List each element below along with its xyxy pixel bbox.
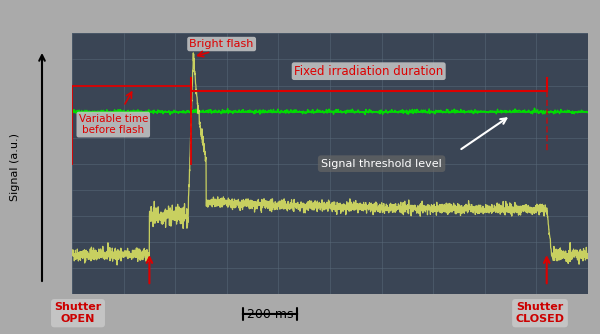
Text: Bright flash: Bright flash <box>190 39 254 49</box>
Text: Fixed irradiation duration: Fixed irradiation duration <box>294 65 443 78</box>
Text: Signal threshold level: Signal threshold level <box>321 159 442 169</box>
Text: Shutter
OPEN: Shutter OPEN <box>55 302 101 324</box>
Text: Variable time
before flash: Variable time before flash <box>79 114 148 135</box>
Text: Signal (a.u.): Signal (a.u.) <box>10 133 20 201</box>
Text: 200 ms: 200 ms <box>247 308 293 321</box>
Text: Shutter
CLOSED: Shutter CLOSED <box>515 302 565 324</box>
